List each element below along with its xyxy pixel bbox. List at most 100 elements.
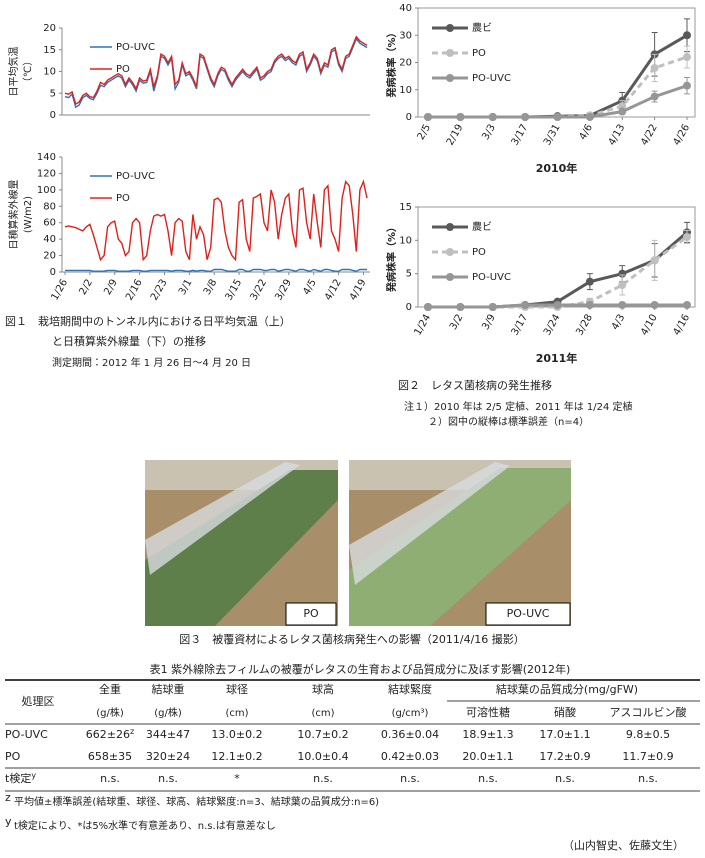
- x-tick-label: 4/10: [639, 313, 660, 338]
- cell-value: 18.9±1.3: [462, 728, 513, 741]
- figure-caption: 図２ レタス菌核病の発生推移: [398, 378, 552, 392]
- x-tick-label: 3/28: [574, 313, 595, 338]
- figure-caption: 図１ 栽培期間中のトンネル内における日平均気温（上）: [5, 314, 291, 328]
- y-axis-label: 発病株率（%）: [385, 222, 398, 293]
- data-point: [683, 31, 691, 40]
- table-column-header: 球径: [226, 683, 248, 696]
- photo-label: PO: [303, 607, 319, 620]
- legend-marker: [446, 223, 454, 231]
- y-axis-label: （℃）: [22, 56, 34, 87]
- data-point: [683, 53, 691, 62]
- table-cell: 12.1±0.2: [211, 750, 262, 763]
- plot-frame: [417, 7, 696, 118]
- y-tick-label: 80: [43, 201, 56, 212]
- y-tick-label: 5: [406, 269, 412, 280]
- legend-label: 農ビ: [472, 21, 492, 34]
- table-group-header: 結球葉の品質成分(mg/gFW): [496, 682, 638, 696]
- data-point: [683, 81, 691, 90]
- x-tick-label: 2/2: [77, 278, 95, 297]
- cell-value: 12.1±0.2: [211, 750, 262, 763]
- table-cell: n.s.: [478, 772, 498, 785]
- data-point: [650, 301, 659, 309]
- table-row-label: PO-UVC: [5, 728, 48, 741]
- data-point: [683, 233, 691, 241]
- table-column-header: アスコルビン酸: [610, 705, 687, 719]
- y-tick-label: 20: [43, 251, 56, 262]
- row-label-text: PO-UVC: [5, 728, 48, 741]
- y-tick-label: 20: [399, 58, 412, 69]
- data-point: [585, 277, 594, 286]
- table-unit: (cm): [311, 708, 334, 719]
- series-line: [428, 231, 688, 309]
- table-column-header: 球高: [312, 682, 334, 696]
- table-column-header: 結球重: [152, 682, 185, 696]
- cell-value: 658±35: [88, 750, 132, 763]
- y-tick-label: 0: [406, 112, 412, 123]
- data-point: [488, 113, 497, 121]
- table-column-header: 硝酸: [554, 705, 576, 719]
- photo-tunnel: [349, 462, 510, 585]
- figure-note: ２）図中の縦棒は標準誤差（n=4）: [428, 415, 589, 428]
- cell-value: 9.8±0.5: [626, 728, 670, 741]
- data-point: [585, 301, 594, 309]
- y-tick-label: 40: [399, 3, 412, 14]
- legend-label: PO: [472, 247, 486, 258]
- cell-value: n.s.: [478, 772, 498, 785]
- cell-value: 10.7±0.2: [297, 728, 348, 741]
- photo-crop: [145, 470, 338, 626]
- cell-value: 10.0±0.4: [297, 750, 348, 763]
- y-tick-label: 30: [399, 30, 412, 41]
- table-cell: 0.42±0.03: [381, 750, 439, 763]
- table-column-header: 処理区: [22, 695, 55, 708]
- legend-marker: [446, 74, 454, 82]
- table-column-header: 全重: [99, 682, 121, 696]
- data-point: [650, 63, 659, 72]
- figure-caption: 図３ 被覆資材によるレタス菌核病発生への影響（2011/4/16 撮影）: [179, 632, 525, 646]
- cell-value: 0.42±0.03: [381, 750, 439, 763]
- series-line: [428, 235, 688, 309]
- footnote-text: t検定により、*は5%水準で有意差あり、n.s.は有意差なし: [14, 819, 276, 832]
- photo-label-box: [285, 602, 337, 626]
- x-tick-label: 2/19: [445, 123, 466, 148]
- x-tick-label: 2/9: [102, 278, 120, 297]
- legend-marker: [446, 273, 454, 281]
- table-cell: n.s.: [313, 772, 333, 785]
- table-cell: 13.0±0.2: [211, 728, 262, 741]
- x-tick-label: 4/13: [607, 123, 628, 148]
- data-point: [488, 303, 497, 311]
- figure-caption: と日積算紫外線量（下）の推移: [52, 334, 206, 348]
- data-point: [553, 113, 562, 121]
- data-point: [424, 303, 432, 311]
- cell-value: 11.7±0.9: [622, 750, 673, 763]
- data-point: [618, 269, 627, 278]
- legend-label: PO-UVC: [116, 171, 155, 182]
- data-point: [618, 301, 627, 309]
- legend-label: PO-UVC: [472, 272, 511, 283]
- data-point: [585, 113, 594, 121]
- table-unit: (g/株): [96, 706, 124, 719]
- x-tick-label: 4/19: [348, 278, 369, 303]
- data-point: [650, 92, 659, 101]
- x-tick-label: 3/15: [224, 278, 245, 303]
- legend-label: PO: [116, 64, 130, 75]
- x-axis-label: 2010年: [536, 161, 578, 175]
- table-cell: *: [234, 772, 240, 785]
- legend-label: PO-UVC: [116, 42, 155, 53]
- x-tick-label: 4/22: [639, 123, 660, 148]
- y-tick-label: 10: [43, 67, 56, 78]
- table-cell: 17.2±0.9: [539, 750, 590, 763]
- photo-po: [145, 460, 338, 626]
- y-tick-label: 60: [43, 218, 56, 229]
- x-tick-label: 4/12: [323, 278, 344, 303]
- data-point: [456, 303, 465, 311]
- data-point: [618, 281, 627, 289]
- data-point: [521, 113, 530, 121]
- y-tick-label: 0: [406, 302, 412, 313]
- x-tick-label: 3/24: [542, 313, 563, 338]
- row-label-text: t検定: [5, 771, 31, 785]
- table-cell: 20.0±1.1: [462, 750, 513, 763]
- table-cell: n.s.: [638, 772, 658, 785]
- y-tick-label: 15: [399, 202, 412, 213]
- y-tick-label: 15: [43, 45, 56, 56]
- footnote-marker: z: [130, 727, 134, 736]
